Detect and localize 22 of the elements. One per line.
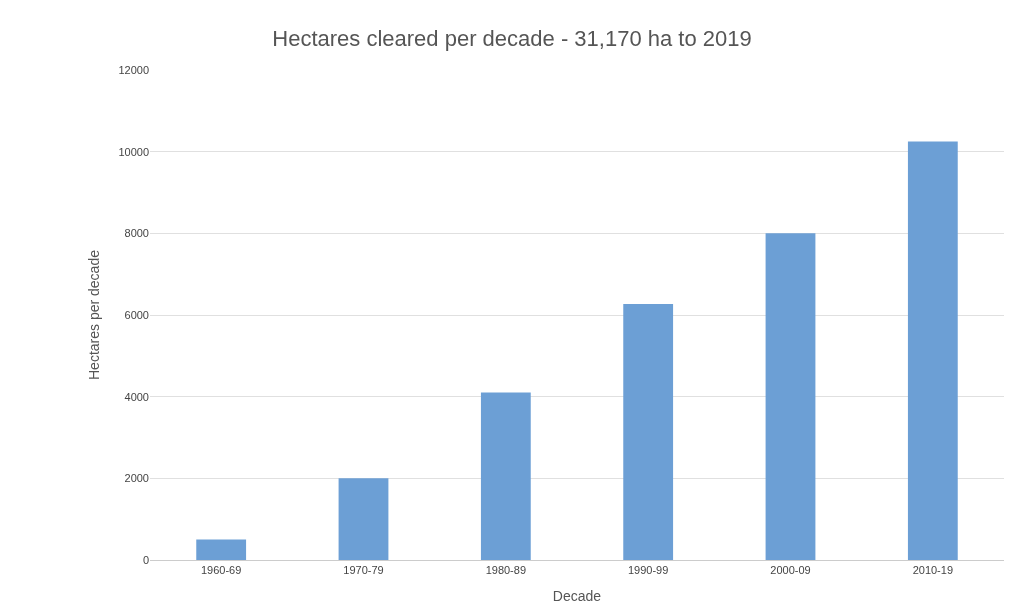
- x-tick-label: 2000-09: [770, 564, 811, 577]
- y-tick-label: 2000: [124, 472, 149, 485]
- y-tick-label: 6000: [124, 308, 149, 321]
- y-axis-title: Hectares per decade: [86, 249, 103, 380]
- y-tick-label: 12000: [118, 63, 149, 76]
- bar: [196, 539, 247, 560]
- bar: [765, 233, 816, 560]
- y-tick-label: 4000: [124, 390, 149, 403]
- x-axis-title: Decade: [552, 587, 602, 604]
- bar: [338, 478, 389, 560]
- y-tick-label: 10000: [118, 145, 149, 158]
- x-tick-label: 1970-79: [343, 564, 384, 577]
- bar: [907, 141, 958, 560]
- y-tick-label: 8000: [124, 227, 149, 240]
- chart-title: Hectares cleared per decade - 31,170 ha to 2019: [272, 26, 752, 52]
- x-tick-label: 1960-69: [200, 564, 242, 577]
- x-tick-label: 1990-99: [627, 564, 669, 577]
- bar: [623, 303, 674, 560]
- x-tick-label: 2010-19: [912, 564, 954, 577]
- bar: [480, 392, 531, 560]
- y-tick-label: 0: [142, 553, 149, 566]
- x-tick-label: 1980-89: [485, 564, 527, 577]
